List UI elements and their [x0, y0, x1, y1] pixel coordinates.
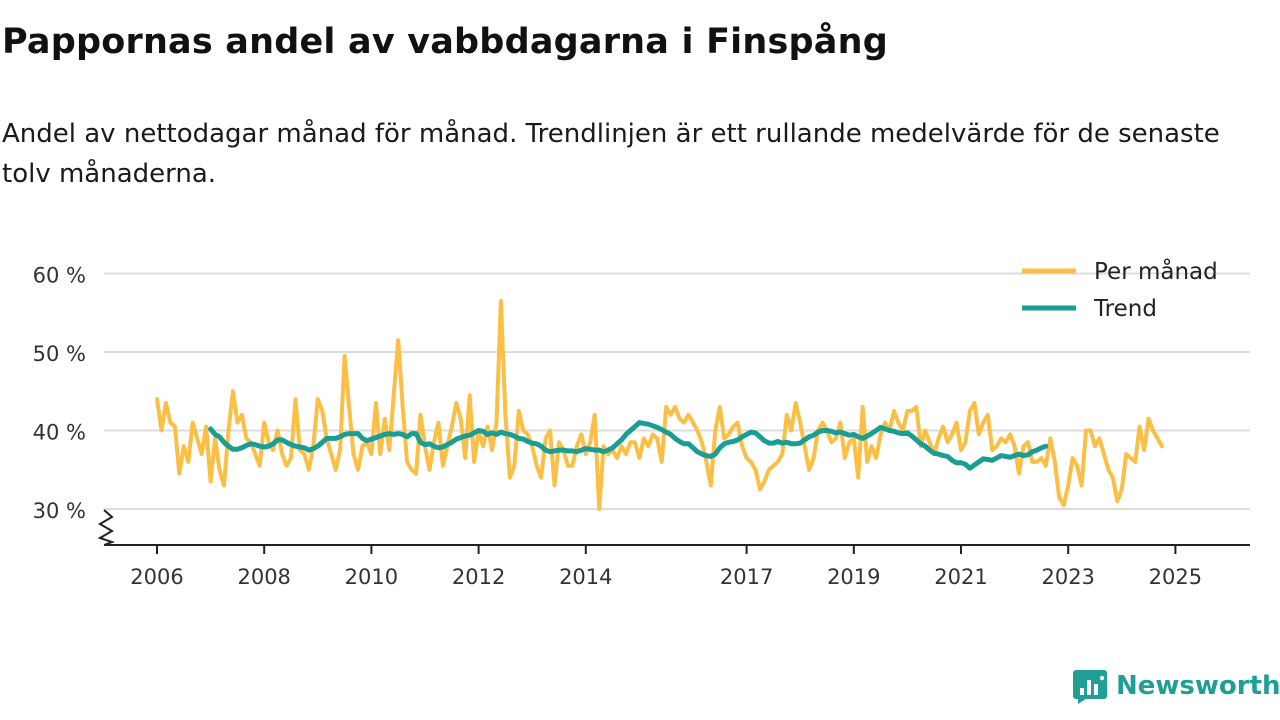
axis-break-marker [97, 509, 115, 546]
y-tick-labels: 30 % 40 % 50 % 60 % [33, 264, 86, 524]
brand-name: Newsworthy [1116, 671, 1280, 701]
data-series [155, 299, 1164, 511]
x-tick-label: 2019 [827, 565, 880, 589]
legend-label: Per månad [1094, 257, 1218, 285]
y-tick-label: 40 % [33, 421, 86, 445]
y-tick-label: 30 % [33, 499, 86, 523]
newsworthy-logo-icon [1073, 670, 1107, 704]
chart-subtitle: Andel av nettodagar månad för månad. Tre… [2, 119, 1220, 189]
newsworthy-logo: Newsworthy [1072, 666, 1280, 706]
series-line-trend [208, 420, 1049, 471]
x-tick-label: 2023 [1041, 565, 1094, 589]
x-tick-labels: 2006 2008 2010 2012 2014 2017 2019 2021 2023 2025 [130, 565, 1202, 589]
x-tick-label: 2008 [237, 565, 290, 589]
series-line-per-manad [155, 299, 1164, 511]
x-tick-label: 2010 [345, 565, 398, 589]
x-tick-label: 2006 [130, 565, 183, 589]
x-tick-label: 2021 [934, 565, 987, 589]
y-tick-label: 60 % [33, 264, 86, 288]
chart-title: Pappornas andel av vabbdagarna i Finspån… [2, 22, 888, 62]
y-tick-label: 50 % [33, 342, 86, 366]
x-tick-label: 2025 [1149, 565, 1202, 589]
x-tick-label: 2017 [720, 565, 773, 589]
x-tick-label: 2014 [559, 565, 612, 589]
legend: Per månad Trend [1022, 257, 1218, 322]
legend-label: Trend [1093, 296, 1157, 322]
x-tick-label: 2012 [452, 565, 505, 589]
x-axis [97, 509, 1250, 554]
